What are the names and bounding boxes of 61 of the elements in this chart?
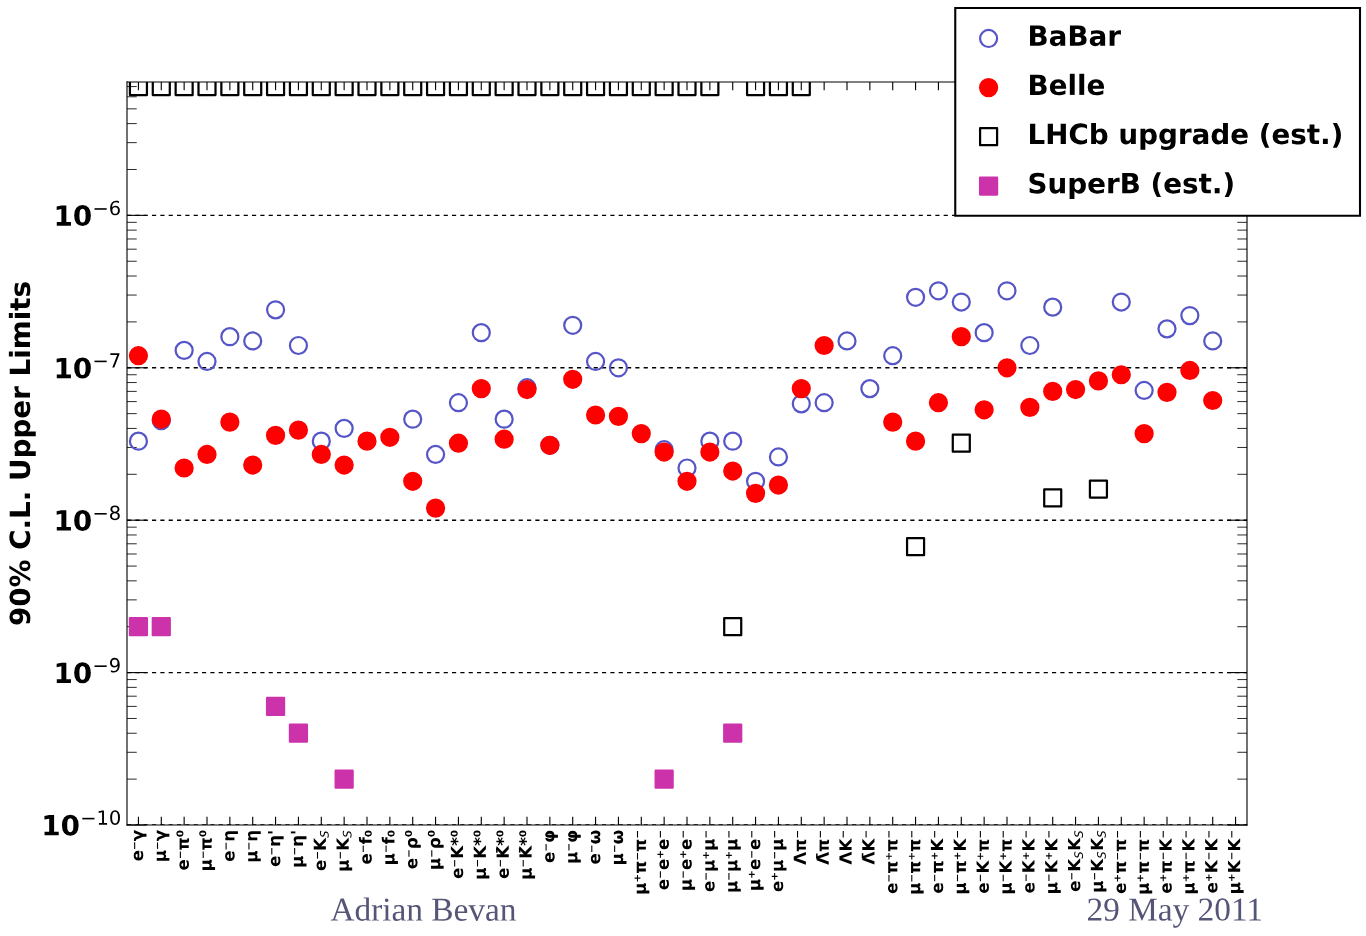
x-tick-label: μ⁻K$_{S}$K$_{S}$ [1090,830,1107,892]
x-tick-label: Λ̄π⁻ [816,830,830,865]
x-tick-label: μ⁻π⁺K⁻ [953,830,970,894]
y-axis-title: 90% C.L. Upper Limits [8,282,36,625]
legend-label: Belle [1030,73,1105,96]
text: Adrian Bevan [330,897,516,921]
text: 29 May 2011 [1087,898,1262,928]
x-tick-label: μ⁻γ [156,830,170,861]
x-tick-label: e⁺K⁻K⁻ [1205,830,1218,893]
x-tick-label: e⁻K$_{S}$ [313,830,329,871]
legend-label: LHCb upgrade (est.) [1030,122,1341,150]
x-tick-label: e⁻η' [268,831,284,867]
x-tick-label: μ⁻ρ⁰ [427,830,444,869]
x-tick-label: μ⁺e⁻e⁻ [748,830,764,890]
x-tick-label: ΛK⁻ [839,830,852,865]
x-tick-label: e⁺π⁻π⁻ [1114,830,1127,894]
x-tick-label: e⁻K̄*⁰ [496,830,509,879]
x-tick-label: e⁻K⁺π⁻ [976,830,990,893]
x-tick-label: e⁻K$_{S}$K$_{S}$ [1068,830,1084,892]
x-tick-label: μ⁻π⁺π⁻ [908,830,924,894]
x-tick-label: μ⁻K*⁰ [473,830,490,879]
x-tick-label: μ⁺K⁻K⁻ [1228,830,1244,893]
x-tick-label: μ⁻π⁰ [199,830,216,870]
x-tick-label: e⁻γ [133,830,147,861]
x-tick-label: μ⁻μ⁺μ⁻ [726,830,741,892]
x-tick-label: e⁻π⁺K⁻ [930,830,944,893]
y-tick-label: 10$^{−8}$ [56,505,120,531]
legend-label: BaBar [1030,25,1121,47]
x-tick-label: μ⁺π⁻π⁻ [1137,830,1153,894]
y-tick-label: 10$^{−10}$ [44,810,120,836]
x-tick-label: e⁻π⁺π⁻ [886,830,898,894]
y-tick-label: 10$^{−6}$ [56,200,120,227]
x-tick-label: e⁻η [225,831,238,862]
x-tick-label: e⁻K⁺K⁻ [1022,830,1035,893]
x-tick-label: μ⁺π⁻π⁻ [634,830,650,894]
x-tick-label: μ⁻K$_{S}$ [336,830,353,871]
x-tick-label: e⁻ω [590,830,601,864]
y-tick-label: 10$^{−9}$ [56,657,120,684]
x-tick-label: Λπ⁻ [793,830,807,865]
x-tick-label: e⁺π⁻K⁻ [1159,830,1172,893]
x-tick-label: μ⁻f₀ [381,830,398,865]
x-tick-label: μ⁻K⁺K⁻ [1045,830,1061,893]
y-tick-label: 10$^{−7}$ [56,353,120,379]
x-tick-label: μ⁻φ [568,830,581,863]
x-tick-label: μ⁻e⁺e⁻ [680,830,696,890]
x-tick-label: e⁻μ⁺μ⁻ [703,830,718,892]
x-tick-label: μ⁻K̄*⁰ [518,830,536,879]
x-tick-label: e⁻φ [545,830,558,863]
x-tick-label: μ⁻η [247,831,261,862]
x-tick-label: Λ̄K⁻ [861,830,875,865]
x-tick-label: μ⁻η' [290,831,307,867]
x-tick-label: e⁻ρ⁰ [404,830,421,869]
x-tick-label: μ⁻ω [613,830,627,864]
x-tick-label: e⁻f₀ [358,830,372,864]
x-tick-label: e⁻π⁰ [176,830,190,870]
legend-label: SuperB (est.) [1029,172,1233,200]
x-tick-label: e⁻K*⁰ [450,830,464,879]
x-tick-label: μ⁻K⁺π⁻ [999,830,1016,894]
x-tick-label: μ⁺π⁻K⁻ [1182,830,1198,894]
x-tick-label: e⁺μ⁻μ⁻ [771,830,787,892]
x-tick-label: e⁻e⁺e⁻ [657,830,669,890]
